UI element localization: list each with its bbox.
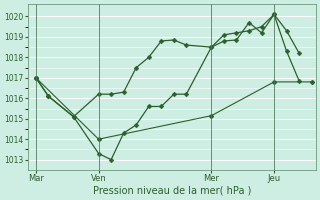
X-axis label: Pression niveau de la mer( hPa ): Pression niveau de la mer( hPa ) <box>92 186 251 196</box>
